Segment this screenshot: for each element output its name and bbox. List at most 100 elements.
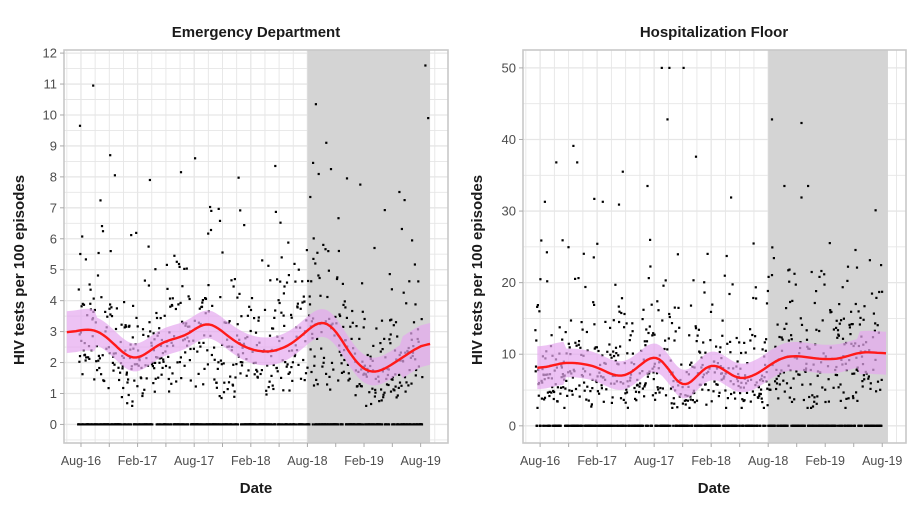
data-point [624,401,627,404]
data-point [329,388,332,391]
data-point [310,280,313,283]
data-point [674,330,677,333]
data-point [583,381,586,384]
data-point [738,341,741,344]
panel-border [522,49,907,444]
x-tick-label: Feb-18 [231,454,271,468]
data-point [181,285,184,288]
data-point [876,324,879,327]
data-point [778,424,781,427]
data-point [192,347,195,350]
data-point [167,423,170,426]
data-point [767,275,770,278]
data-point [688,424,691,427]
data-point [310,370,313,374]
data-point [673,306,676,309]
data-point [688,334,691,337]
data-point [697,328,700,331]
data-point [167,355,170,358]
data-point [312,384,316,387]
data-point [135,423,138,426]
data-point [656,386,659,389]
data-point [821,319,824,322]
data-point [687,424,690,427]
data-point [219,359,222,362]
data-point [829,309,832,312]
data-point [421,376,424,379]
data-point [382,393,385,396]
data-point [838,322,841,325]
data-point [726,397,729,400]
data-point [558,326,561,329]
data-point [645,340,649,343]
data-point [664,394,668,397]
chart-title: Emergency Department [172,24,340,41]
data-point [810,406,813,409]
data-point [324,248,327,251]
data-point [684,403,687,406]
data-point [691,424,694,427]
data-point [777,374,780,378]
data-point [760,397,763,400]
data-point [269,423,272,426]
data-point [405,302,408,305]
data-point [876,380,880,383]
data-point [835,374,839,377]
data-point [213,378,216,381]
data-point [326,295,329,299]
y-tick-label: 30 [502,204,516,219]
data-point [284,361,287,364]
data-point [266,364,269,367]
data-point [201,423,204,426]
data-point [836,329,840,332]
data-point [724,424,727,427]
data-point [233,390,236,393]
data-point [623,326,626,329]
smooth-trend-line [537,351,887,386]
data-point [581,424,584,427]
data-point [642,424,645,427]
data-point [775,377,778,380]
data-point [543,424,546,427]
data-point [408,280,411,283]
data-point [415,368,418,372]
data-point [712,390,715,393]
data-point [214,423,218,426]
data-point [314,262,317,265]
data-point [338,313,341,316]
data-point [326,383,329,386]
y-tick-label: 10 [43,107,57,122]
data-point [261,259,264,262]
data-point [294,423,298,426]
x-tick-label: Aug-19 [862,454,902,468]
data-point [106,315,109,318]
data-point [595,380,598,384]
data-point [706,252,709,255]
data-point [336,276,339,279]
data-point [577,424,580,427]
data-point [654,392,657,395]
data-point [337,249,340,253]
x-tick-label: Aug-16 [520,454,560,468]
data-point [537,394,540,397]
data-point [397,386,400,389]
data-point [629,334,632,337]
data-point [664,339,667,342]
data-point [711,303,714,306]
data-point [733,391,736,394]
data-point [849,333,852,336]
data-point [307,279,310,283]
y-tick-label: 1 [50,386,57,401]
data-point [625,391,629,394]
data-point [388,338,391,341]
data-point [823,273,826,276]
data-point [309,195,312,199]
data-point [111,361,114,364]
data-point [568,424,571,427]
data-point [585,398,588,401]
data-point [548,424,551,427]
data-point [755,297,758,300]
data-point [272,387,275,391]
data-point [217,361,220,364]
